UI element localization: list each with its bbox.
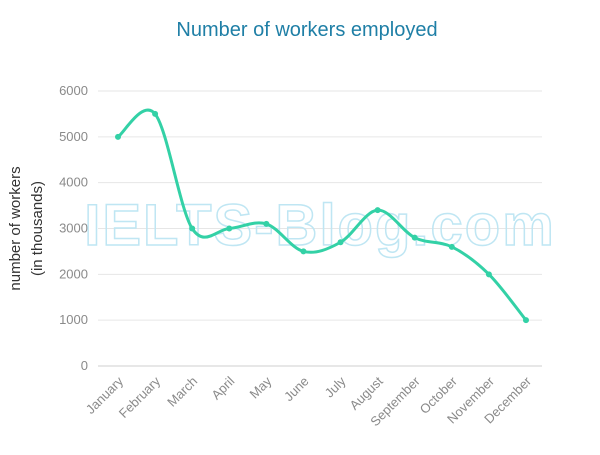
data-point (448, 243, 455, 250)
data-point (115, 133, 121, 140)
data-point (374, 207, 381, 214)
chart-title: Number of workers employed (176, 19, 437, 41)
data-point (523, 317, 529, 324)
x-tick-label: June (281, 374, 312, 405)
series-layer (115, 108, 529, 324)
y-tick-label: 2000 (59, 266, 88, 281)
y-tick-label: 6000 (59, 83, 88, 98)
data-point (411, 234, 418, 241)
data-point (189, 225, 196, 232)
x-tick-label: March (164, 374, 200, 410)
data-point (263, 220, 270, 227)
x-tick-label: May (247, 373, 275, 401)
x-tick-label: April (208, 373, 237, 402)
data-point (226, 225, 233, 232)
data-point (337, 239, 344, 246)
data-point (152, 110, 159, 117)
x-tick-label: July (322, 373, 349, 400)
y-tick-label: 1000 (59, 312, 88, 327)
y-axis-label-line: (in thousands) (29, 181, 46, 276)
y-tick-label: 0 (81, 358, 88, 373)
data-point (300, 248, 307, 255)
y-tick-label: 3000 (59, 221, 88, 236)
y-tick-label: 4000 (59, 175, 88, 190)
y-axis-label: number of workers (in thousands) (7, 166, 46, 290)
x-tick-label: February (116, 373, 164, 421)
gridlines (98, 90, 542, 367)
y-axis-ticks: 0 1000 2000 3000 4000 5000 6000 (59, 83, 88, 373)
y-tick-label: 5000 (59, 129, 88, 144)
data-point (485, 271, 492, 278)
y-axis-label-line: number of workers (7, 166, 24, 290)
watermark-logo: IELTS-Blog.com (84, 193, 556, 258)
